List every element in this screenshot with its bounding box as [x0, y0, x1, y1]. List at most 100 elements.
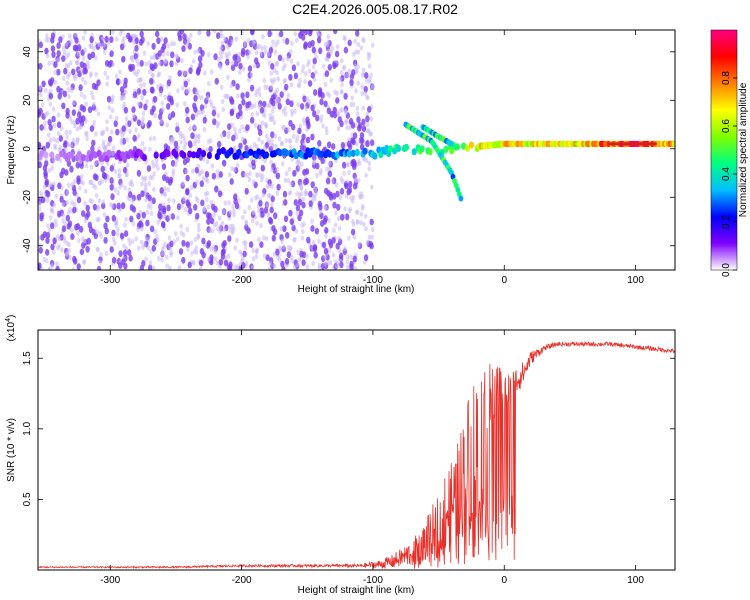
spectrogram-noise-blob	[277, 102, 282, 110]
spectrogram-noise-blob	[244, 260, 249, 266]
spectrogram-noise-blob	[237, 198, 241, 204]
spectrogram-noise-blob	[218, 171, 223, 178]
spectrogram-noise-blob	[124, 89, 128, 95]
spectrogram-noise-blob	[216, 32, 221, 39]
spectrogram-noise-blob	[217, 140, 222, 148]
spectrogram-noise-blob	[161, 205, 167, 213]
spectrogram-ridge-blob	[293, 152, 299, 160]
spectrogram-noise-blob	[367, 63, 372, 69]
spectrogram-noise-blob	[51, 106, 56, 112]
spectrogram-noise-blob	[55, 138, 60, 144]
spectrogram-noise-blob	[362, 221, 366, 227]
spectrogram-noise-blob	[50, 45, 56, 52]
spectrogram-noise-blob	[118, 69, 122, 75]
spectrogram-noise-blob	[369, 72, 373, 78]
spectrogram-noise-blob	[263, 206, 269, 214]
spectrogram-noise-blob	[350, 95, 355, 101]
spectrogram-noise-blob	[201, 237, 206, 245]
spectrogram-noise-blob	[310, 225, 315, 232]
spectrogram-noise-blob	[331, 237, 336, 244]
spectrogram-noise-blob	[343, 92, 348, 100]
spectrogram-noise-blob	[132, 134, 137, 142]
spectrogram-noise-blob	[51, 51, 56, 58]
spectrogram-noise-blob	[208, 145, 213, 153]
spectrogram-noise-blob	[79, 67, 83, 73]
spectrogram-noise-blob	[65, 80, 70, 86]
spectrogram-noise-blob	[334, 50, 340, 58]
spectrogram-noise-blob	[331, 143, 336, 150]
spectrogram-noise-blob	[356, 64, 360, 70]
spectrogram-noise-blob	[134, 127, 138, 133]
spectrogram-noise-blob	[173, 140, 179, 148]
spectrogram-noise-blob	[347, 169, 351, 175]
spectrogram-noise-blob	[75, 59, 79, 65]
spectrogram-noise-blob	[295, 210, 300, 216]
spectrogram-noise-blob	[91, 95, 95, 101]
spectrogram-noise-blob	[283, 177, 288, 183]
spectrogram-noise-blob	[327, 64, 332, 71]
spectrogram-noise-blob	[227, 123, 232, 130]
spectrogram-noise-blob	[174, 53, 179, 59]
spectrogram-noise-blob	[352, 234, 357, 240]
spectrogram-noise-blob	[238, 69, 242, 75]
spectrogram-noise-blob	[177, 265, 182, 270]
spectrogram-noise-blob	[199, 180, 204, 188]
spectrogram-noise-blob	[289, 218, 294, 226]
spectrogram-noise-blob	[149, 204, 153, 210]
spectrogram-noise-blob	[89, 90, 94, 96]
spectrogram-noise-blob	[149, 63, 154, 71]
spectrogram-noise-blob	[193, 248, 197, 254]
spectrogram-noise-blob	[206, 240, 212, 247]
spectrogram-noise-blob	[100, 165, 105, 173]
spectrogram-noise-blob	[301, 201, 306, 209]
spectrogram-noise-blob	[266, 212, 271, 218]
spectrogram-noise-blob	[163, 94, 167, 100]
spectrogram-noise-blob	[168, 265, 172, 270]
spectrogram-noise-blob	[200, 49, 205, 57]
spectrogram-noise-blob	[86, 60, 90, 66]
spectrogram-ridge-blob	[395, 144, 402, 152]
spectrogram-noise-blob	[332, 192, 337, 200]
spectrogram-noise-blob	[60, 247, 64, 253]
spectrogram-noise-blob	[297, 198, 303, 206]
spectrogram-noise-blob	[166, 186, 170, 192]
spectrogram-noise-blob	[283, 77, 288, 83]
spectrogram-noise-blob	[231, 134, 236, 142]
spectrogram-y-tick-label: 0	[22, 146, 33, 152]
spectrogram-noise-blob	[149, 55, 154, 61]
spectrogram-noise-blob	[137, 133, 141, 139]
spectrogram-noise-blob	[73, 123, 77, 129]
spectrogram-noise-blob	[72, 255, 77, 263]
spectrogram-noise-blob	[322, 63, 326, 69]
spectrogram-noise-blob	[188, 207, 193, 215]
spectrogram-noise-blob	[88, 72, 93, 79]
spectrogram-noise-blob	[347, 68, 352, 74]
spectrogram-noise-blob	[355, 111, 360, 117]
spectrogram-noise-blob	[151, 42, 156, 50]
spectrogram-noise-blob	[227, 235, 232, 242]
spectrogram-noise-blob	[144, 61, 148, 67]
spectrogram-noise-blob	[361, 118, 366, 126]
spectrogram-noise-blob	[128, 191, 133, 199]
spectrogram-noise-blob	[212, 212, 216, 218]
spectrogram-noise-blob	[49, 182, 53, 188]
spectrogram-ridge-blob	[206, 151, 212, 160]
spectrogram-noise-blob	[156, 37, 161, 45]
spectrogram-noise-blob	[269, 70, 274, 76]
spectrogram-noise-blob	[295, 134, 300, 140]
spectrogram-noise-blob	[38, 246, 43, 254]
spectrogram-noise-blob	[266, 51, 271, 57]
spectrogram-noise-blob	[119, 140, 124, 146]
spectrogram-noise-blob	[169, 240, 174, 248]
spectrogram-ridge-blob	[427, 148, 433, 156]
snr-multiplier: (x104)	[5, 315, 17, 342]
spectrogram-noise-blob	[318, 47, 323, 55]
spectrogram-noise-blob	[76, 137, 80, 143]
spectrogram-noise-blob	[52, 136, 56, 142]
spectrogram-noise-blob	[264, 133, 269, 139]
spectrogram-noise-blob	[350, 121, 356, 129]
spectrogram-noise-blob	[257, 136, 261, 142]
spectrogram-noise-blob	[212, 118, 217, 126]
spectrogram-noise-blob	[175, 102, 180, 108]
spectrogram-noise-blob	[254, 50, 259, 56]
